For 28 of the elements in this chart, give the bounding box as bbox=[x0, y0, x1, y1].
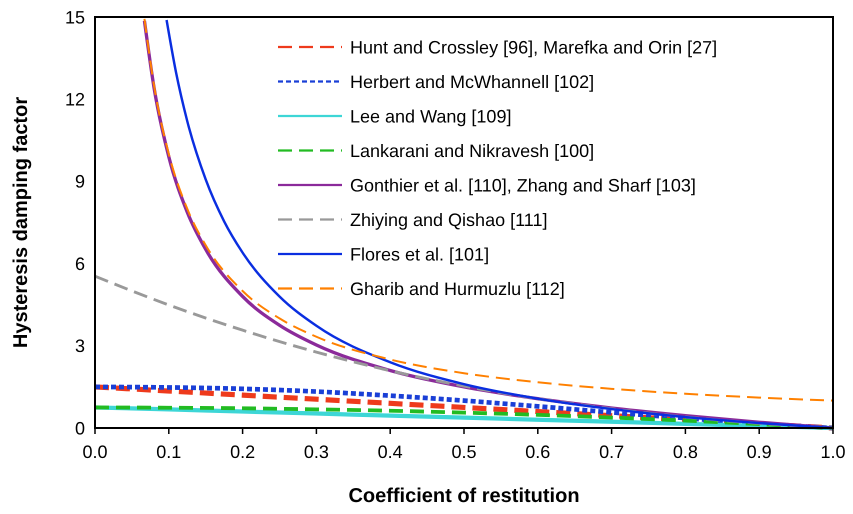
legend-label: Gonthier et al. [110], Zhang and Sharf [103] bbox=[350, 175, 696, 196]
legend-label: Flores et al. [101] bbox=[350, 244, 490, 264]
x-axis-title: Coefficient of restitution bbox=[348, 485, 580, 507]
legend-label: Lankarani and Nikravesh [100] bbox=[350, 140, 594, 161]
legend-label: Zhiying and Qishao [111] bbox=[350, 210, 548, 230]
x-tick-label: 0.8 bbox=[672, 442, 698, 462]
legend-label: Gharib and Hurmuzlu [112] bbox=[350, 278, 565, 299]
y-tick-label: 3 bbox=[74, 336, 85, 356]
x-tick-label: 0.6 bbox=[525, 442, 550, 462]
y-axis-title: Hysteresis damping factor bbox=[10, 96, 32, 348]
legend-label: Herbert and McWhannell [102] bbox=[350, 72, 594, 92]
x-tick-label: 0.7 bbox=[599, 442, 624, 462]
x-tick-label: 0.2 bbox=[230, 442, 256, 462]
x-tick-label: 0.5 bbox=[451, 442, 477, 462]
legend-label: Lee and Wang [109] bbox=[350, 106, 512, 126]
y-tick-label: 9 bbox=[74, 172, 85, 192]
x-tick-label: 0.3 bbox=[304, 442, 329, 462]
x-tick-label: 0.9 bbox=[746, 442, 772, 462]
line-series bbox=[94, 274, 834, 430]
y-tick-label: 12 bbox=[64, 90, 85, 110]
y-tick-label: 15 bbox=[64, 7, 85, 28]
y-tick-label: 6 bbox=[74, 254, 85, 274]
x-tick-label: 1.0 bbox=[820, 442, 846, 462]
x-tick-label: 0.1 bbox=[156, 442, 182, 462]
y-tick-label: 0 bbox=[74, 418, 85, 438]
legend-label: Hunt and Crossley [96], Marefka and Orin [27] bbox=[350, 37, 718, 58]
x-tick-label: 0.0 bbox=[82, 442, 108, 462]
x-tick-label: 0.4 bbox=[378, 442, 403, 462]
